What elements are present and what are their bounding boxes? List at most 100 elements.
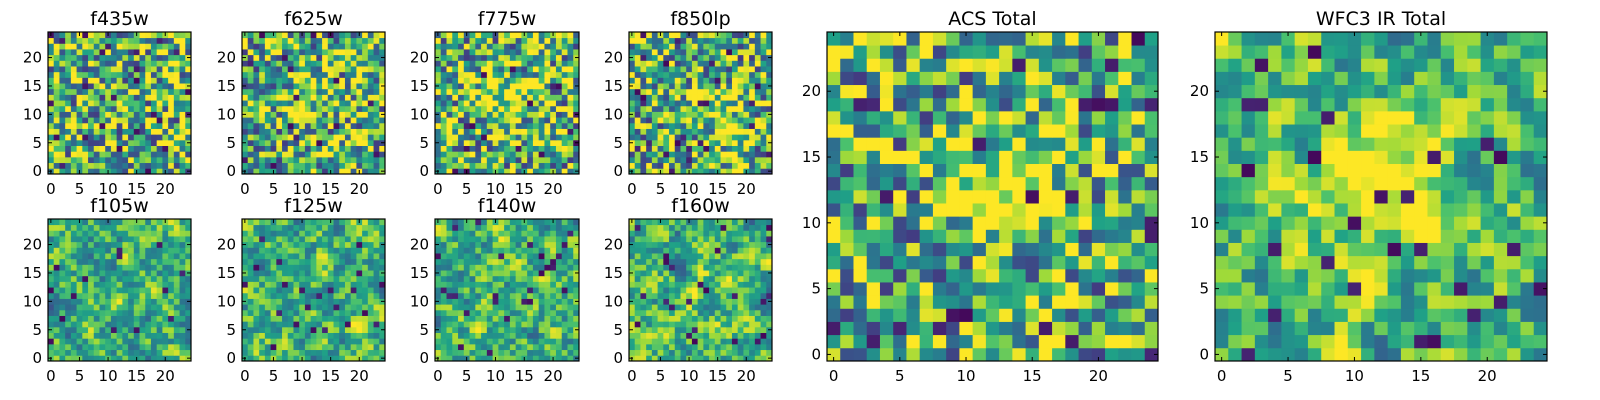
- heatmap-cell: [70, 71, 77, 78]
- heatmap-cell: [362, 343, 369, 351]
- heatmap-cell: [498, 230, 505, 237]
- heatmap-cell: [76, 236, 83, 243]
- heatmap-cell: [446, 111, 453, 118]
- heatmap-cell: [282, 162, 289, 169]
- heatmap-cell: [270, 162, 277, 169]
- heatmap-cell: [173, 71, 180, 78]
- heatmap-cell: [344, 37, 352, 44]
- heatmap-cell: [282, 168, 289, 175]
- heatmap-cell: [561, 77, 568, 84]
- heatmap-cell: [629, 315, 636, 322]
- heatmap-cell: [299, 83, 306, 90]
- x-tick-label: 15: [708, 180, 727, 198]
- heatmap-cell: [550, 298, 557, 305]
- heatmap-cell: [720, 49, 727, 56]
- heatmap-cell: [259, 122, 266, 129]
- heatmap-cell: [475, 309, 482, 316]
- heatmap-cell: [446, 338, 453, 345]
- heatmap-cell: [634, 111, 641, 118]
- heatmap-cell: [521, 281, 528, 288]
- heatmap-cell: [253, 43, 260, 50]
- heatmap-cell: [116, 156, 123, 164]
- heatmap-cell: [299, 105, 306, 112]
- heatmap-cell: [242, 100, 249, 107]
- heatmap-cell: [242, 151, 249, 158]
- heatmap-cell: [310, 111, 317, 118]
- heatmap-cell: [259, 309, 266, 316]
- heatmap-cell: [53, 258, 60, 265]
- heatmap-cell: [105, 49, 112, 56]
- heatmap-cell: [344, 151, 352, 158]
- heatmap-cell: [555, 270, 563, 277]
- heatmap-cell: [133, 247, 140, 254]
- heatmap-cell: [766, 162, 773, 169]
- heatmap-cell: [686, 43, 693, 50]
- heatmap-cell: [310, 43, 317, 50]
- heatmap-cell: [492, 88, 499, 95]
- heatmap-cell: [550, 321, 557, 328]
- heatmap-cell: [304, 338, 312, 345]
- heatmap-cell: [82, 281, 89, 288]
- heatmap-cell: [88, 162, 95, 169]
- heatmap-cell: [150, 111, 158, 118]
- heatmap-cell: [59, 88, 66, 95]
- heatmap-cell: [168, 54, 175, 61]
- heatmap-cell: [162, 117, 169, 124]
- heatmap-cell: [463, 156, 470, 164]
- heatmap-cell: [350, 264, 357, 271]
- heatmap-cell: [82, 355, 89, 362]
- heatmap-cell: [573, 100, 580, 107]
- heatmap-cell: [287, 326, 294, 333]
- heatmap-cell: [686, 94, 693, 101]
- heatmap-cell: [270, 105, 277, 112]
- heatmap-cell: [766, 43, 773, 50]
- heatmap-cell: [726, 343, 733, 351]
- heatmap-cell: [110, 236, 118, 243]
- heatmap-cell: [173, 275, 180, 282]
- heatmap-cell: [567, 281, 574, 288]
- heatmap-cell: [760, 60, 767, 67]
- heatmap-cell: [316, 37, 323, 44]
- heatmap-cell: [379, 100, 386, 107]
- heatmap-cell: [481, 117, 488, 124]
- heatmap-cell: [133, 332, 140, 339]
- heatmap-cell: [344, 241, 352, 248]
- heatmap-cell: [754, 100, 761, 107]
- heatmap-cell: [749, 128, 756, 135]
- heatmap-cell: [709, 139, 716, 146]
- heatmap-cell: [264, 66, 271, 73]
- heatmap-cell: [333, 264, 340, 271]
- heatmap-cell: [504, 230, 511, 237]
- heatmap-cell: [82, 321, 89, 328]
- heatmap-cell: [270, 60, 277, 67]
- heatmap-cell: [680, 60, 687, 67]
- heatmap-cell: [173, 224, 180, 231]
- heatmap-cell: [629, 49, 636, 56]
- heatmap-cell: [179, 247, 186, 254]
- heatmap-cell: [550, 54, 557, 61]
- heatmap-cell: [145, 54, 152, 61]
- heatmap-cell: [116, 321, 123, 328]
- heatmap-cell: [276, 71, 283, 78]
- heatmap-cell: [481, 71, 488, 78]
- heatmap-cell: [259, 100, 266, 107]
- heatmap-cell: [561, 224, 568, 231]
- heatmap-cell: [344, 122, 352, 129]
- heatmap-cell: [156, 66, 163, 73]
- heatmap-cell: [264, 83, 271, 90]
- heatmap-cell: [367, 43, 374, 50]
- heatmap-cell: [110, 326, 118, 333]
- heatmap-cell: [446, 94, 453, 101]
- heatmap-cell: [527, 219, 534, 226]
- heatmap-cell: [247, 151, 254, 158]
- heatmap-cell: [356, 134, 363, 141]
- heatmap-cell: [680, 338, 687, 345]
- heatmap-cell: [731, 321, 739, 328]
- heatmap-cell: [657, 37, 664, 44]
- heatmap-cell: [538, 236, 545, 243]
- heatmap-cell: [88, 66, 95, 73]
- heatmap-cell: [527, 343, 534, 351]
- heatmap-cell: [446, 287, 453, 294]
- heatmap-cell: [333, 258, 340, 265]
- heatmap-cell: [749, 134, 756, 141]
